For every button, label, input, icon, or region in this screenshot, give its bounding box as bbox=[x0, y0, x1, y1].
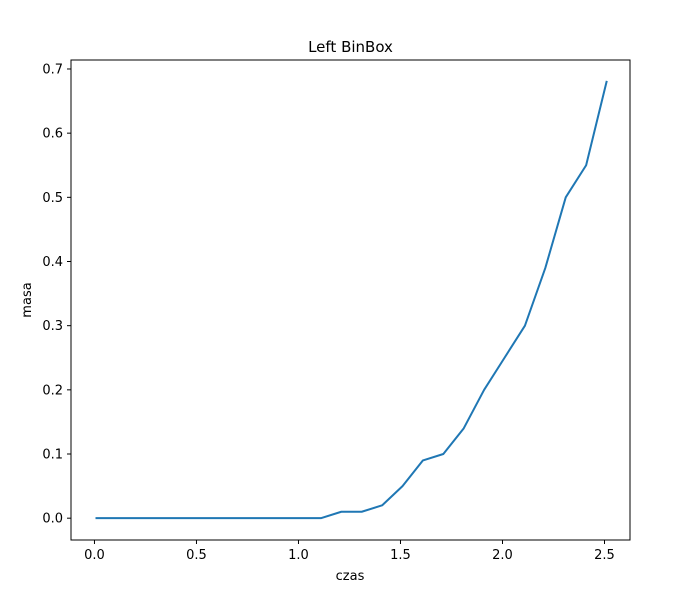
x-axis-label: czas bbox=[336, 569, 365, 584]
x-tick-label: 1.5 bbox=[390, 548, 411, 563]
plot-area: 0.0 0.5 1.0 1.5 2.0 2.5 0.0 0.1 0.2 0.3 0.4 0.5 0.6 0… bbox=[42, 59, 631, 563]
y-tick-label: 0.0 bbox=[42, 512, 63, 527]
x-tick-label: 1.0 bbox=[288, 548, 309, 563]
axes-frame bbox=[70, 59, 631, 541]
y-tick-label: 0.5 bbox=[42, 191, 63, 206]
y-tick-label: 0.6 bbox=[42, 127, 63, 142]
y-tick-label: 0.1 bbox=[42, 448, 63, 463]
x-tick-label: 0.0 bbox=[84, 548, 105, 563]
x-tick-label: 2.0 bbox=[492, 548, 513, 563]
y-tick-label: 0.4 bbox=[42, 255, 63, 270]
x-tick-label: 2.5 bbox=[594, 548, 615, 563]
y-tick-label: 0.2 bbox=[42, 383, 63, 398]
y-tick-label: 0.3 bbox=[42, 319, 63, 334]
series-line-0 bbox=[95, 80, 608, 520]
chart-title: Left BinBox bbox=[308, 38, 393, 56]
y-axis-label: masa bbox=[20, 282, 35, 317]
y-tick-label: 0.7 bbox=[42, 62, 63, 77]
x-tick-label: 0.5 bbox=[186, 548, 207, 563]
